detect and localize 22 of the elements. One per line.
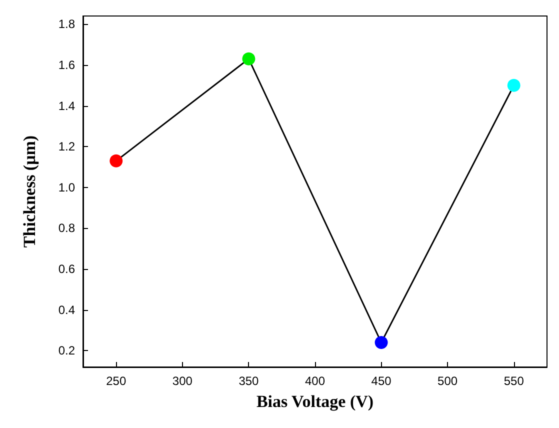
- y-tick-label: 0.2: [58, 344, 76, 358]
- y-tick-label: 0.8: [58, 221, 76, 236]
- x-axis-title: Bias Voltage (V): [256, 392, 374, 411]
- y-axis-title: Thickness (μm): [20, 135, 39, 248]
- x-tick-label: 450: [371, 374, 392, 388]
- y-tick-label: 0.6: [58, 262, 76, 276]
- y-tick-label: 1.8: [58, 17, 76, 32]
- point: [507, 78, 520, 92]
- y-tick-label: 1.6: [58, 58, 76, 72]
- x-tick-label: 400: [304, 374, 326, 388]
- x-tick-label: 500: [438, 374, 458, 388]
- y-tick-label: 1.4: [58, 98, 76, 113]
- x-tick-label: 250: [106, 374, 126, 388]
- x-tick-label: 350: [238, 374, 260, 388]
- y-tick-label: 1.0: [58, 180, 76, 194]
- point: [374, 336, 388, 350]
- point: [242, 52, 256, 66]
- y-tick-label: 0.4: [58, 302, 76, 317]
- point: [110, 154, 123, 168]
- y-tick-label: 1.2: [58, 140, 76, 154]
- x-tick-label: 550: [504, 374, 524, 388]
- x-tick-label: 300: [172, 374, 193, 388]
